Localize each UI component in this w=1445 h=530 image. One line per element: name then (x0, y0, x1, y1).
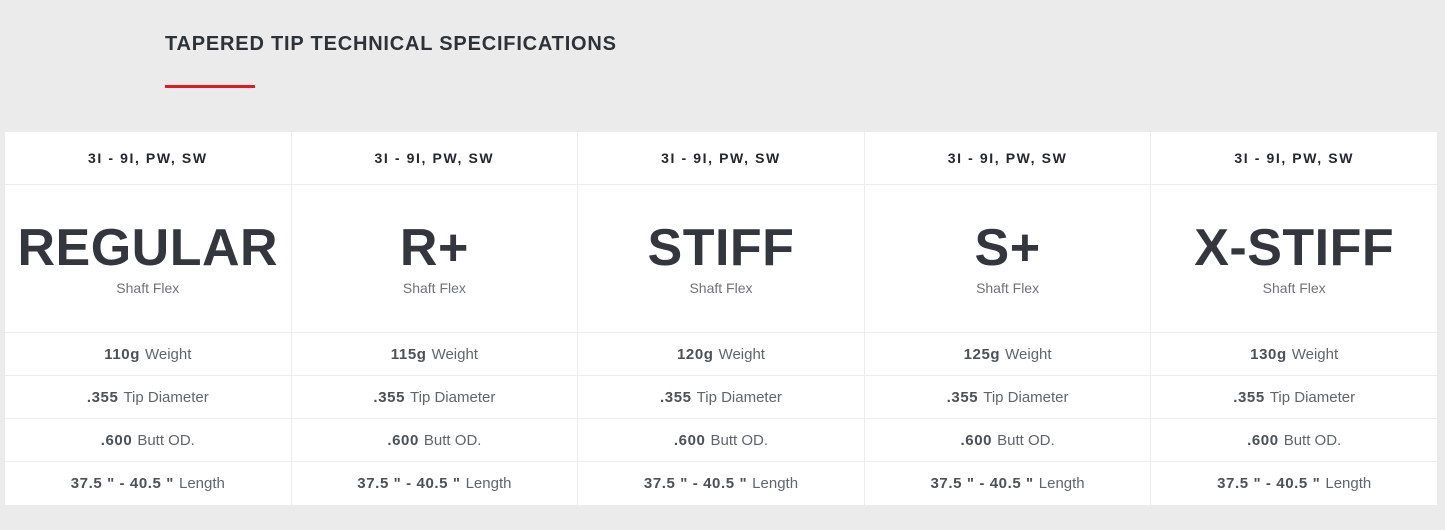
length-label: Length (465, 475, 512, 492)
weight-value: 120g (676, 345, 714, 363)
butt-od-value: .600 (673, 431, 706, 449)
flex-cell: S+ Shaft Flex (864, 185, 1151, 333)
butt-od-label: Butt OD. (1283, 431, 1342, 449)
tip-diameter-spec: .355 Tip Diameter (5, 376, 291, 419)
butt-od-spec: .600 Butt OD. (864, 419, 1151, 462)
irons-range: 3I - 9I, PW, SW (5, 132, 291, 185)
length-value: 37.5 " - 40.5 " (70, 475, 174, 492)
butt-od-value: .600 (387, 431, 419, 449)
butt-od-spec: .600 Butt OD. (578, 419, 864, 462)
flex-name: R+ (399, 218, 469, 277)
butt-od-spec: .600 Butt OD. (291, 419, 578, 462)
butt-od-spec: .600 Butt OD. (1151, 419, 1437, 462)
irons-range: 3I - 9I, PW, SW (1151, 132, 1437, 185)
spec-column-r-plus: 3I - 9I, PW, SW R+ Shaft Flex 115g Weight… (291, 132, 579, 505)
irons-range: 3I - 9I, PW, SW (864, 132, 1151, 185)
tip-diameter-value: .355 (1233, 388, 1265, 406)
length-label: Length (178, 475, 225, 492)
tip-diameter-value: .355 (86, 388, 119, 406)
flex-cell: R+ Shaft Flex (291, 185, 578, 333)
irons-range: 3I - 9I, PW, SW (578, 132, 864, 185)
tip-diameter-value: .355 (373, 388, 406, 406)
tip-diameter-spec: .355 Tip Diameter (578, 376, 864, 419)
spec-column-x-stiff: 3I - 9I, PW, SW X-STIFF Shaft Flex 130g W… (1151, 132, 1437, 505)
weight-label: Weight (144, 345, 192, 363)
length-value: 37.5 " - 40.5 " (930, 475, 1034, 492)
spec-column-s-plus: 3I - 9I, PW, SW S+ Shaft Flex 125g Weight… (864, 132, 1152, 505)
irons-range: 3I - 9I, PW, SW (291, 132, 578, 185)
title-underline-accent (165, 85, 255, 88)
weight-value: 110g (104, 345, 140, 363)
tip-diameter-label: Tip Diameter (696, 388, 782, 406)
tip-diameter-spec: .355 Tip Diameter (1151, 376, 1437, 419)
butt-od-value: .600 (960, 431, 993, 449)
header-section: TAPERED TIP TECHNICAL SPECIFICATIONS (0, 0, 1445, 132)
flex-name: S+ (974, 218, 1041, 277)
weight-label: Weight (1291, 345, 1339, 363)
length-spec: 37.5 " - 40.5 " Length (578, 462, 864, 505)
weight-value: 125g (963, 345, 1001, 363)
flex-label: Shaft Flex (976, 279, 1040, 296)
flex-label: Shaft Flex (1262, 279, 1326, 296)
flex-name: STIFF (647, 218, 795, 277)
length-value: 37.5 " - 40.5 " (643, 475, 748, 492)
butt-od-label: Butt OD. (997, 431, 1055, 449)
length-spec: 37.5 " - 40.5 " Length (1151, 462, 1437, 505)
length-spec: 37.5 " - 40.5 " Length (5, 462, 291, 505)
weight-spec: 115g Weight (291, 333, 578, 376)
flex-label: Shaft Flex (116, 279, 180, 296)
butt-od-spec: .600 Butt OD. (5, 419, 291, 462)
weight-value: 115g (390, 345, 427, 363)
tip-diameter-label: Tip Diameter (410, 388, 496, 406)
length-spec: 37.5 " - 40.5 " Length (865, 462, 1151, 505)
tip-diameter-label: Tip Diameter (123, 388, 209, 406)
length-value: 37.5 " - 40.5 " (1217, 475, 1321, 492)
weight-spec: 125g Weight (864, 333, 1151, 376)
spec-column-regular: 3I - 9I, PW, SW REGULAR Shaft Flex 110g W… (5, 132, 292, 505)
butt-od-label: Butt OD. (137, 431, 195, 449)
length-label: Length (752, 475, 799, 492)
weight-label: Weight (431, 345, 478, 363)
tip-diameter-label: Tip Diameter (1269, 388, 1356, 406)
butt-od-value: .600 (100, 431, 133, 449)
weight-spec: 130g Weight (1151, 333, 1437, 376)
tip-diameter-value: .355 (946, 388, 979, 406)
butt-od-label: Butt OD. (710, 431, 769, 449)
tapered-tip-spec-table: 3I - 9I, PW, SW REGULAR Shaft Flex 110g W… (5, 132, 1437, 505)
weight-spec: 110g Weight (5, 333, 291, 376)
weight-value: 130g (1250, 345, 1287, 363)
weight-label: Weight (718, 345, 765, 363)
tip-diameter-spec: .355 Tip Diameter (291, 376, 578, 419)
length-value: 37.5 " - 40.5 " (357, 475, 461, 492)
length-label: Length (1038, 475, 1085, 492)
weight-spec: 120g Weight (578, 333, 864, 376)
length-spec: 37.5 " - 40.5 " Length (292, 462, 578, 505)
flex-name: REGULAR (17, 218, 279, 277)
length-label: Length (1325, 475, 1372, 492)
flex-cell: REGULAR Shaft Flex (5, 185, 291, 333)
tip-diameter-spec: .355 Tip Diameter (864, 376, 1151, 419)
flex-label: Shaft Flex (402, 279, 466, 296)
flex-cell: X-STIFF Shaft Flex (1151, 185, 1437, 333)
tip-diameter-label: Tip Diameter (983, 388, 1069, 406)
page-title: TAPERED TIP TECHNICAL SPECIFICATIONS (165, 33, 617, 55)
tip-diameter-value: .355 (660, 388, 692, 406)
flex-name: X-STIFF (1194, 218, 1395, 277)
weight-label: Weight (1005, 345, 1052, 363)
butt-od-value: .600 (1247, 431, 1279, 449)
butt-od-label: Butt OD. (423, 431, 482, 449)
flex-label: Shaft Flex (689, 279, 753, 296)
spec-column-stiff: 3I - 9I, PW, SW STIFF Shaft Flex 120g Wei… (578, 132, 865, 505)
flex-cell: STIFF Shaft Flex (578, 185, 864, 333)
